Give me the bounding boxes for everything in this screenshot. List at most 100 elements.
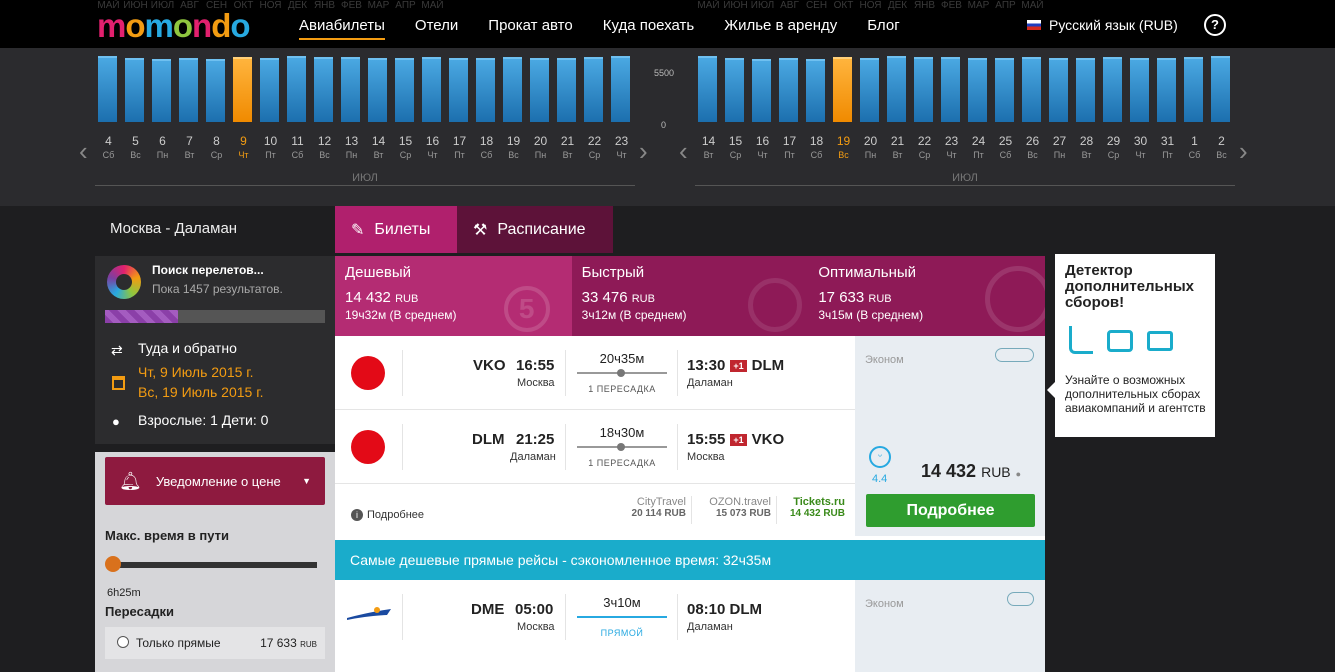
price-bar[interactable] (833, 57, 852, 122)
baggage-icon[interactable] (995, 348, 1034, 362)
price-bar[interactable] (395, 58, 414, 122)
calendar-day[interactable]: 17 Пт (446, 134, 473, 162)
calendar-day[interactable]: 16 Чт (749, 134, 776, 162)
calendar-day[interactable]: 17 Пт (776, 134, 803, 162)
price-bar[interactable] (206, 59, 225, 122)
calendar-day[interactable]: 7 Вт (176, 134, 203, 162)
calendar-day[interactable]: 19 Вс (500, 134, 527, 162)
price-bar[interactable] (368, 58, 387, 122)
price-bar[interactable] (941, 57, 960, 122)
calendar-day[interactable]: 26 Вс (1019, 134, 1046, 162)
calendar-day[interactable]: 20 Пн (527, 134, 554, 162)
calendar-day[interactable]: 21 Вт (554, 134, 581, 162)
price-bar[interactable] (422, 57, 441, 122)
direct-flights-banner[interactable]: Самые дешевые прямые рейсы - сэкономленн… (335, 540, 1045, 580)
chevron-right-icon[interactable]: › (1239, 136, 1248, 166)
price-bar[interactable] (287, 56, 306, 122)
calendar-day[interactable]: 4 Сб (95, 134, 122, 162)
fee-detector-panel[interactable]: Детектор дополнительных сборов! Узнайте … (1047, 254, 1215, 437)
chevron-left-icon[interactable]: ‹ (679, 136, 688, 166)
price-bar[interactable] (584, 57, 603, 122)
result-card[interactable]: VKO 16:55 Москва 20ч35м 1 ПЕРЕСАДКА 13:3… (335, 336, 1045, 536)
language-selector[interactable]: Русский язык (RUB) (1027, 17, 1178, 33)
details-button[interactable]: Подробнее (866, 494, 1035, 527)
baggage-icon[interactable] (1007, 592, 1034, 606)
price-bar[interactable] (476, 58, 495, 122)
sort-fastest[interactable]: Быстрый 33 476 RUB 3ч12м (В среднем) (571, 256, 809, 336)
price-bar[interactable] (887, 56, 906, 122)
result-card[interactable]: DME 05:00 Москва 3ч10м ПРЯМОЙ 08:10 DLM … (335, 580, 1045, 672)
calendar-day[interactable]: 25 Сб (992, 134, 1019, 162)
calendar-day[interactable]: 10 Пт (257, 134, 284, 162)
price-bar[interactable] (779, 58, 798, 122)
price-bar[interactable] (995, 58, 1014, 122)
max-time-slider[interactable] (107, 562, 317, 568)
price-bar[interactable] (860, 58, 879, 122)
price-bar[interactable] (449, 58, 468, 122)
nav-rentals[interactable]: Жилье в аренду (724, 17, 838, 34)
calendar-day[interactable]: 8 Ср (203, 134, 230, 162)
price-bar[interactable] (341, 57, 360, 122)
price-bar[interactable] (98, 56, 117, 122)
calendar-day[interactable]: 19 Вс (830, 134, 857, 162)
price-bar[interactable] (233, 57, 252, 122)
passengers[interactable]: Взрослые: 1 Дети: 0 (138, 412, 269, 428)
tab-tickets[interactable]: ✎ Билеты (335, 206, 457, 253)
calendar-day[interactable]: 14 Вт (365, 134, 392, 162)
provider-tickets-ru[interactable]: Tickets.ru 14 432 RUB (776, 496, 845, 519)
calendar-day[interactable]: 27 Пн (1046, 134, 1073, 162)
nav-car-rental[interactable]: Прокат авто (488, 17, 573, 34)
calendar-day[interactable]: 9 Чт (230, 134, 257, 162)
price-bar[interactable] (725, 58, 744, 122)
price-bar[interactable] (752, 59, 771, 122)
nav-flights[interactable]: Авиабилеты (299, 17, 385, 40)
nav-hotels[interactable]: Отели (414, 17, 459, 34)
sort-optimal[interactable]: Оптимальный 17 633 RUB 3ч15м (В среднем) (808, 256, 1046, 336)
calendar-day[interactable]: 30 Чт (1127, 134, 1154, 162)
provider-ozon[interactable]: OZON.travel 15 073 RUB (691, 496, 771, 519)
price-bar[interactable] (557, 58, 576, 122)
chevron-right-icon[interactable]: › (639, 136, 648, 166)
price-bar[interactable] (1184, 57, 1203, 122)
calendar-day[interactable]: 16 Чт (419, 134, 446, 162)
calendar-day[interactable]: 15 Ср (722, 134, 749, 162)
calendar-day[interactable]: 11 Сб (284, 134, 311, 162)
price-bar[interactable] (806, 59, 825, 122)
price-bar[interactable] (179, 58, 198, 122)
price-alert-button[interactable]: 🔔︎ Уведомление о цене ▼ (105, 457, 325, 505)
price-bar[interactable] (1130, 58, 1149, 122)
calendar-day[interactable]: 18 Сб (803, 134, 830, 162)
calendar-day[interactable]: 1 Сб (1181, 134, 1208, 162)
price-bar[interactable] (1103, 57, 1122, 122)
price-bar[interactable] (260, 58, 279, 122)
price-bar[interactable] (152, 59, 171, 122)
calendar-day[interactable]: 28 Вт (1073, 134, 1100, 162)
price-bar[interactable] (1157, 58, 1176, 122)
chevron-left-icon[interactable]: ‹ (79, 136, 88, 166)
calendar-day[interactable]: 23 Чт (938, 134, 965, 162)
trip-type[interactable]: Туда и обратно (138, 340, 237, 356)
slider-handle[interactable] (105, 556, 121, 572)
calendar-day[interactable]: 21 Вт (884, 134, 911, 162)
price-bar[interactable] (314, 57, 333, 122)
calendar-day[interactable]: 31 Пт (1154, 134, 1181, 162)
date-return[interactable]: Вс, 19 Июль 2015 г. (138, 384, 264, 400)
calendar-day[interactable]: 20 Пн (857, 134, 884, 162)
calendar-day[interactable]: 24 Пт (965, 134, 992, 162)
direct-only-row[interactable]: Только прямые 17 633 RUB (105, 627, 325, 659)
price-bar[interactable] (611, 56, 630, 122)
price-bar[interactable] (968, 58, 987, 122)
calendar-day[interactable]: 13 Пн (338, 134, 365, 162)
price-bar[interactable] (530, 58, 549, 122)
date-outbound[interactable]: Чт, 9 Июль 2015 г. (138, 364, 254, 380)
calendar-day[interactable]: 23 Чт (608, 134, 635, 162)
radio-button[interactable] (117, 636, 129, 648)
nav-destinations[interactable]: Куда поехать (602, 17, 695, 34)
more-info-link[interactable]: i Подробнее (351, 509, 424, 521)
price-bar[interactable] (1049, 58, 1068, 122)
calendar-day[interactable]: 2 Вс (1208, 134, 1235, 162)
help-icon[interactable]: ? (1204, 14, 1226, 36)
calendar-day[interactable]: 22 Ср (581, 134, 608, 162)
price-bar[interactable] (125, 58, 144, 122)
calendar-day[interactable]: 14 Вт (695, 134, 722, 162)
